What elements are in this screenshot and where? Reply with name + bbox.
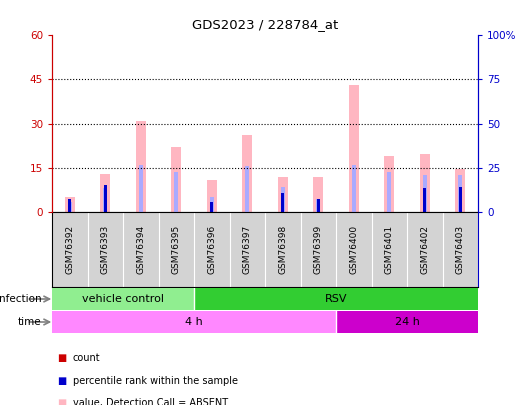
Text: time: time	[18, 317, 41, 327]
Bar	[336, 311, 478, 333]
Text: ■: ■	[57, 398, 66, 405]
Bar	[281, 193, 284, 212]
Text: 4 h: 4 h	[185, 317, 203, 327]
Bar	[458, 175, 462, 212]
Bar	[384, 156, 394, 212]
Text: count: count	[73, 353, 100, 363]
Bar	[313, 177, 323, 212]
Bar	[210, 197, 214, 212]
Text: GSM76393: GSM76393	[101, 225, 110, 274]
Text: GSM76399: GSM76399	[314, 225, 323, 274]
Text: percentile rank within the sample: percentile rank within the sample	[73, 375, 238, 386]
Text: GSM76398: GSM76398	[278, 225, 287, 274]
Text: GSM76397: GSM76397	[243, 225, 252, 274]
Bar	[171, 147, 181, 212]
Bar	[316, 199, 321, 212]
Bar	[242, 135, 252, 212]
Text: GSM76394: GSM76394	[137, 225, 145, 274]
Bar	[69, 199, 71, 212]
Bar	[65, 197, 75, 212]
Text: GSM76396: GSM76396	[207, 225, 216, 274]
Bar	[103, 188, 107, 212]
Bar	[317, 199, 320, 212]
Title: GDS2023 / 228784_at: GDS2023 / 228784_at	[192, 18, 338, 31]
Bar	[207, 179, 217, 212]
Text: 24 h: 24 h	[394, 317, 419, 327]
Bar	[52, 288, 194, 310]
Text: GSM76401: GSM76401	[385, 225, 394, 274]
Bar	[420, 154, 430, 212]
Bar	[349, 85, 359, 212]
Text: infection: infection	[0, 294, 41, 304]
Bar	[423, 188, 426, 212]
Bar	[52, 311, 336, 333]
Text: ■: ■	[57, 353, 66, 363]
Text: GSM76400: GSM76400	[349, 225, 358, 274]
Bar	[387, 172, 391, 212]
Text: GSM76392: GSM76392	[65, 225, 74, 274]
Text: value, Detection Call = ABSENT: value, Detection Call = ABSENT	[73, 398, 228, 405]
Bar	[104, 185, 107, 212]
Bar	[67, 202, 72, 212]
Bar	[69, 200, 71, 212]
Bar	[194, 288, 478, 310]
Bar	[456, 169, 465, 212]
Bar	[245, 166, 249, 212]
Text: GSM76403: GSM76403	[456, 225, 465, 274]
Bar	[174, 172, 178, 212]
Bar	[139, 165, 143, 212]
Bar	[210, 202, 213, 212]
Text: vehicle control: vehicle control	[82, 294, 164, 304]
Text: ■: ■	[57, 375, 66, 386]
Bar	[136, 121, 146, 212]
Bar	[423, 175, 427, 212]
Text: GSM76395: GSM76395	[172, 225, 181, 274]
Text: GSM76402: GSM76402	[420, 225, 429, 274]
Bar	[459, 187, 462, 212]
Bar	[100, 174, 110, 212]
Bar	[281, 187, 285, 212]
Bar	[351, 165, 356, 212]
Text: RSV: RSV	[325, 294, 347, 304]
Bar	[278, 177, 288, 212]
